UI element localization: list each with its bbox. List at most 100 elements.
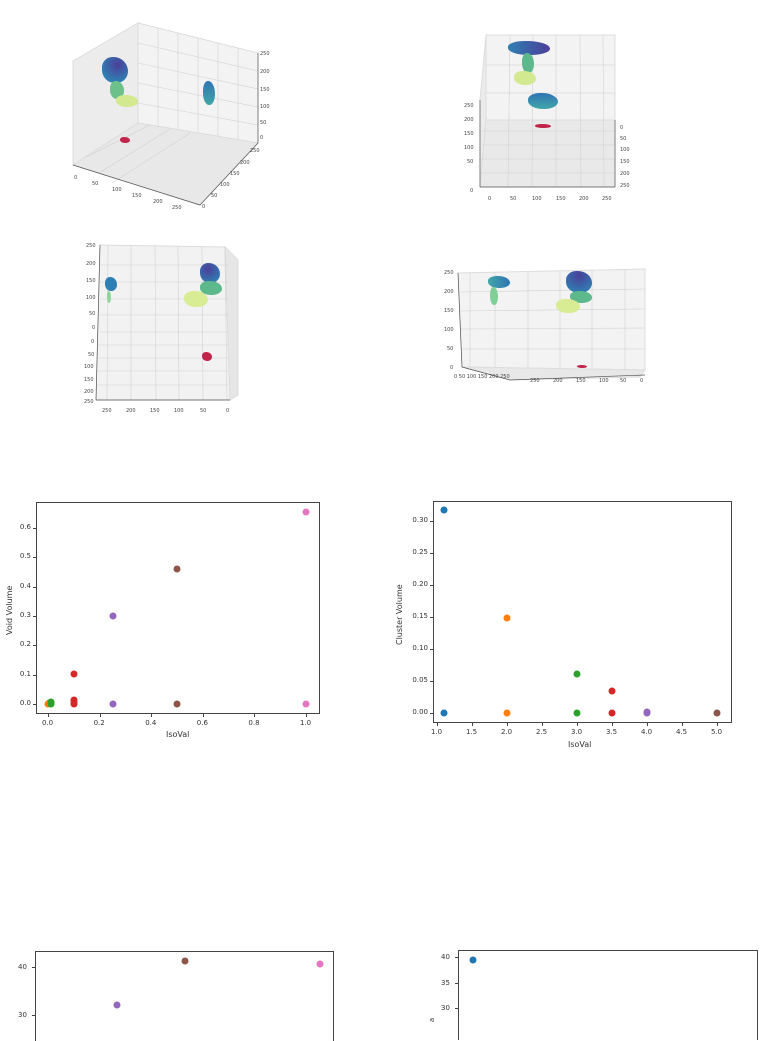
z-tick: 100 — [86, 295, 96, 301]
x-tick: 200 — [553, 378, 563, 384]
z-tick: 250 — [260, 51, 270, 57]
x-tick: 100 — [532, 196, 542, 202]
y-tick-mark — [430, 713, 433, 714]
x-tick: 100 — [112, 187, 122, 193]
y-tick-mark — [430, 617, 433, 618]
y-tick: 100 — [84, 364, 94, 370]
z-tick: 150 — [464, 131, 474, 137]
x-tick: 3.5 — [606, 728, 618, 736]
x-tick: 200 — [126, 408, 136, 414]
y-axis-label: Cluster Volume — [395, 584, 404, 645]
y-tick: 0.00 — [412, 708, 428, 716]
z-tick: 100 — [464, 145, 474, 151]
x-tick: 250 — [530, 378, 540, 384]
z-tick: 150 — [86, 278, 96, 284]
x-tick-mark — [647, 723, 648, 726]
data-point — [109, 612, 116, 620]
y-tick: 0.4 — [19, 581, 31, 590]
data-point — [70, 670, 78, 678]
y-tick: 0.30 — [412, 516, 428, 524]
point-cloud-green — [200, 281, 222, 295]
y-tick: 0.05 — [412, 676, 428, 684]
x-tick: 5.0 — [711, 728, 723, 736]
x-tick: 150 — [556, 196, 566, 202]
point-cloud-green-small — [107, 291, 111, 303]
x-tick: 2.0 — [501, 728, 513, 736]
y-tick: 0.2 — [19, 640, 31, 649]
x-tick-mark — [202, 714, 204, 717]
x-tick: 0.0 — [42, 719, 54, 727]
data-point — [440, 709, 448, 717]
point-cloud-red — [577, 365, 587, 368]
y-axis-label-partial: a — [428, 1017, 437, 1023]
x-tick: 0.4 — [145, 719, 157, 727]
x-tick: 0.2 — [93, 719, 105, 727]
data-point — [440, 506, 448, 514]
data-point — [608, 687, 616, 695]
point-cloud-red — [120, 137, 130, 143]
y-tick-mark — [430, 649, 433, 650]
x-tick-mark — [306, 714, 307, 717]
y-tick-mark — [33, 557, 36, 559]
y-tick: 150 — [230, 171, 240, 177]
y-tick: 100 — [620, 147, 630, 153]
x-tick: 4.5 — [676, 728, 688, 736]
y-tick-mark — [33, 704, 36, 705]
x-tick-mark — [99, 714, 101, 717]
y-tick: 200 — [240, 160, 250, 166]
y-tick: 250 — [84, 399, 94, 405]
x-tick: 150 — [132, 193, 142, 199]
x-tick-mark — [612, 723, 613, 726]
y-tick: 40 — [441, 953, 450, 961]
z-tick: 0 — [260, 135, 264, 141]
x-tick: 0 — [226, 408, 230, 414]
point-cloud-blue-2 — [105, 277, 117, 291]
y-tick: 35 — [441, 979, 450, 987]
y-tick: 0.20 — [412, 580, 428, 588]
y-tick-mark — [33, 586, 36, 588]
y-tick-mark — [33, 528, 36, 529]
y-tick: 200 — [84, 389, 94, 395]
y-tick-mark — [430, 585, 433, 586]
y-tick-mark — [33, 616, 36, 617]
x-tick: 50 — [620, 378, 627, 384]
data-point — [47, 698, 55, 706]
x-tick-mark — [151, 714, 153, 717]
z-tick: 50 — [89, 311, 96, 317]
data-point — [573, 709, 581, 717]
x-tick: 50 — [510, 196, 517, 202]
y-tick: 40 — [18, 963, 27, 971]
plot3d-axes-panes — [71, 22, 260, 206]
y-tick: 0 — [620, 125, 624, 131]
plot3d-axes-panes — [95, 244, 239, 401]
y-tick-mark — [430, 553, 433, 554]
x-tick: 250 — [102, 408, 112, 414]
y-tick: 30 — [18, 1011, 27, 1019]
plot3d-side-low: 250 200 150 100 50 0 0 50 100 150 200 25… — [440, 255, 660, 395]
axes-frame — [35, 951, 334, 1041]
x-tick-group: 0 50 100 150 200 250 — [454, 374, 510, 380]
data-point — [109, 700, 116, 708]
z-tick: 50 — [467, 159, 474, 165]
x-tick: 200 — [579, 196, 589, 202]
z-tick: 250 — [86, 243, 96, 249]
y-tick-mark — [430, 521, 433, 522]
y-tick: 50 — [620, 136, 627, 142]
x-tick: 0.6 — [196, 719, 208, 727]
point-cloud-yellow — [116, 95, 138, 107]
z-tick: 0 — [92, 325, 96, 331]
data-point — [173, 565, 181, 573]
plot3d-perspective: 250 200 150 100 50 0 0 50 100 150 200 25… — [60, 15, 280, 215]
y-tick: 0.6 — [19, 523, 31, 531]
x-tick-mark — [254, 714, 256, 717]
y-tick: 200 — [620, 171, 630, 177]
z-tick: 0 — [450, 365, 454, 371]
x-tick-mark — [542, 723, 543, 726]
x-tick: 2.5 — [536, 728, 548, 736]
scatter-void-volume: 0.0 0.1 0.2 0.3 0.4 0.5 0.6 0.0 0.2 0.4 0.6 0.8 1.0 … — [0, 490, 330, 750]
z-tick: 150 — [260, 87, 270, 93]
plot3d-axes-panes — [479, 34, 616, 188]
y-tick-mark — [33, 674, 36, 676]
data-point — [503, 709, 511, 717]
z-tick: 250 — [444, 270, 454, 276]
